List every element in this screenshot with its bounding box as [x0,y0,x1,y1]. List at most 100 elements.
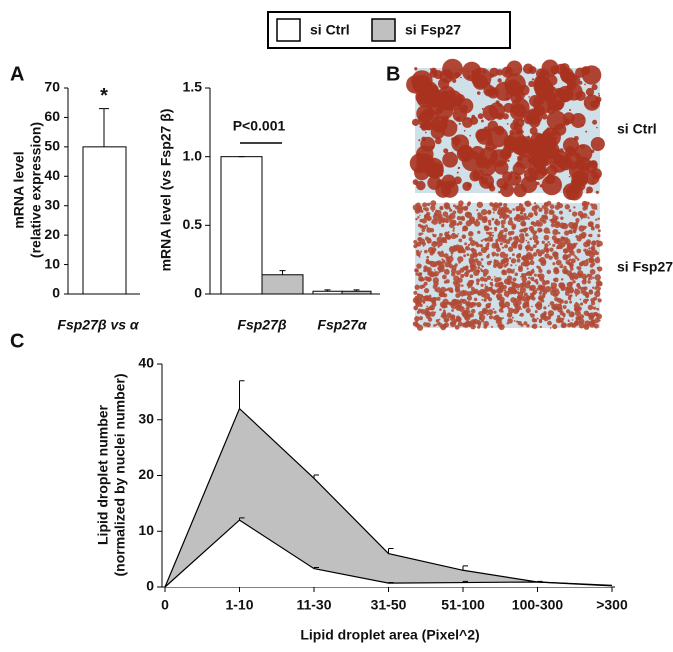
lipid-droplet [523,321,528,326]
lipid-droplet [437,322,440,325]
lipid-droplet [512,308,519,314]
lipid-droplet [588,247,591,250]
lipid-droplet [505,79,522,96]
lipid-droplet [431,116,448,133]
lipid-droplet [587,277,591,281]
lipid-droplet [513,320,516,322]
x-axis-label: Lipid droplet area (Pixel^2) [300,627,479,643]
lipid-droplet [528,96,530,98]
lipid-droplet [508,209,513,214]
lipid-droplet [441,237,447,244]
lipid-droplet [505,93,509,96]
lipid-droplet [588,252,595,259]
lipid-droplet [594,290,601,298]
lipid-droplet [548,255,553,260]
lipid-droplet [544,285,552,293]
error-bar [324,289,331,292]
lipid-droplet [572,280,576,284]
lipid-droplet [493,292,496,296]
y-tick-label: 40 [138,355,154,371]
lipid-droplet [480,177,489,185]
lipid-droplet [488,231,493,236]
lipid-droplet [518,292,521,294]
lipid-droplet [597,233,601,238]
lipid-droplet [558,231,561,235]
lipid-droplet [550,106,553,109]
x-tick-label: Fsp27α [317,317,367,333]
lipid-droplet [528,160,530,163]
lipid-droplet [473,220,481,227]
lipid-droplet [594,223,600,229]
lipid-droplet [472,321,476,325]
lipid-droplet [562,254,569,261]
bar [261,274,304,295]
lipid-droplet [511,316,514,319]
lipid-droplet [531,305,533,308]
lipid-droplet [542,312,547,316]
lipid-droplet [470,308,476,314]
lipid-droplet [500,183,514,198]
lipid-droplet [529,237,532,241]
lipid-droplet [445,241,448,244]
lipid-droplet [472,74,488,90]
lipid-droplet [563,315,566,318]
lipid-droplet [447,287,451,291]
lipid-droplet [438,322,443,328]
lipid-droplet [501,303,507,309]
lipid-droplet [535,278,538,282]
lipid-droplet [491,93,494,96]
lipid-droplet [469,253,475,259]
lipid-droplet [490,278,494,281]
lipid-droplet [533,210,538,216]
y-tick-label: 30 [44,196,60,212]
lipid-droplet [503,135,517,149]
lipid-droplet [579,298,582,301]
lipid-droplet [539,325,542,329]
lipid-droplet [455,205,459,210]
lipid-droplet [556,148,561,153]
lipid-droplet [578,322,585,329]
lipid-droplet [455,287,461,293]
lipid-droplet [443,148,449,154]
lipid-droplet [550,223,555,228]
lipid-droplet [519,286,527,294]
lipid-droplet [432,213,440,221]
lipid-droplet [526,267,529,270]
x-tick-label: 51-100 [441,597,485,613]
legend-swatch [371,18,396,42]
lipid-droplet [569,300,573,304]
lipid-droplet [418,272,422,276]
lipid-droplet [595,251,599,256]
lipid-droplet [580,172,582,174]
lipid-droplet [553,293,557,298]
lipid-droplet [494,228,498,232]
lipid-droplet [457,167,460,170]
lipid-droplet [552,214,557,219]
lipid-droplet [466,203,471,207]
lipid-droplet [466,301,471,306]
lipid-droplet [560,322,567,329]
lipid-droplet [476,128,493,145]
panel-label: A [10,63,24,85]
lipid-droplet [438,265,445,273]
lipid-droplet [506,275,513,281]
lipid-droplet [568,287,575,294]
lipid-droplet [594,274,601,281]
micrograph [406,58,605,201]
lipid-droplet [582,203,585,207]
lipid-droplet [488,302,492,306]
lipid-droplet [524,282,531,289]
x-tick-label: Fsp27β [237,317,286,333]
lipid-droplet [416,251,421,257]
y-tick-label: 1.5 [183,79,203,95]
lipid-droplet [420,250,423,253]
lipid-droplet [594,312,599,317]
lipid-droplet [422,90,425,92]
lipid-droplet [591,84,598,91]
lipid-droplet [477,230,481,234]
lipid-droplet [529,126,538,135]
lipid-droplet [446,312,452,319]
lipid-droplet [424,249,428,254]
lipid-droplet [564,291,570,296]
lipid-droplet [557,314,561,319]
